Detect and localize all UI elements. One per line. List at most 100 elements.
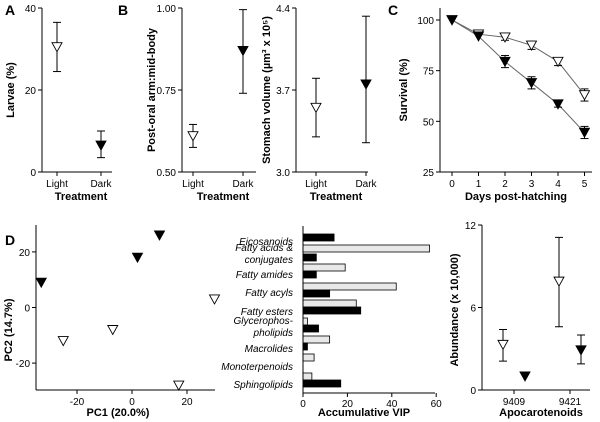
x-tick-label: 2 bbox=[502, 179, 508, 190]
y-tick-label: 0 bbox=[30, 168, 36, 179]
data-point bbox=[525, 40, 538, 52]
x-tick-label: Light bbox=[182, 179, 204, 190]
y-tick-label: 100 bbox=[417, 16, 434, 27]
y-axis-label: Larvae (%) bbox=[5, 62, 17, 118]
category-label: Fatty acids & bbox=[235, 243, 293, 254]
data-point bbox=[552, 99, 564, 110]
category-label: Fatty acyls bbox=[245, 288, 293, 299]
x-tick-label: 9421 bbox=[559, 397, 582, 408]
y-tick-label: 20 bbox=[25, 86, 37, 97]
category-label: Sphingolipids bbox=[234, 380, 294, 391]
data-point bbox=[51, 42, 63, 53]
y-tick-label: 1.00 bbox=[157, 4, 177, 15]
x-tick-label: 0 bbox=[129, 397, 135, 408]
x-axis-label: Treatment bbox=[55, 191, 108, 203]
data-point bbox=[153, 230, 166, 241]
data-point bbox=[187, 131, 199, 142]
series-line bbox=[451, 19, 585, 133]
x-tick-label: 20 bbox=[342, 399, 354, 410]
bar bbox=[302, 306, 362, 315]
x-tick-label: Dark bbox=[90, 179, 112, 190]
category-label: Macrolides bbox=[245, 344, 293, 355]
bar bbox=[302, 270, 317, 279]
data-point bbox=[172, 380, 185, 392]
data-point bbox=[208, 294, 221, 305]
x-axis-label: PC1 (20.0%) bbox=[87, 407, 150, 419]
data-point bbox=[499, 32, 511, 43]
category-label: conjugates bbox=[245, 255, 293, 266]
bar bbox=[302, 263, 346, 272]
bar bbox=[302, 233, 335, 242]
y-axis-label: Stomach volume (µm³ x 10⁵) bbox=[261, 16, 273, 164]
panel-letter: D bbox=[5, 232, 15, 248]
data-point bbox=[499, 56, 511, 68]
category-label: Eicosanoids bbox=[239, 237, 293, 248]
y-tick-label: 50 bbox=[423, 117, 435, 128]
data-point bbox=[95, 140, 107, 152]
y-tick-label: 3.7 bbox=[276, 86, 290, 97]
data-point bbox=[360, 79, 372, 90]
y-axis-label: Abundance (x 10,000) bbox=[449, 253, 461, 366]
panel-letter: B bbox=[118, 2, 128, 18]
bar bbox=[302, 372, 313, 381]
x-tick-label: Light bbox=[305, 179, 327, 190]
x-tick-label: Light bbox=[46, 179, 68, 190]
category-label: Glycerophos- bbox=[234, 316, 294, 327]
data-point bbox=[578, 90, 591, 101]
x-tick-label: -20 bbox=[70, 397, 85, 408]
data-point bbox=[35, 277, 48, 289]
y-tick-label: -20 bbox=[16, 359, 31, 370]
x-tick-label: 4 bbox=[555, 179, 561, 190]
category-label: Fatty esters bbox=[241, 307, 293, 318]
bar bbox=[302, 253, 317, 262]
bar bbox=[302, 244, 430, 253]
y-tick-label: 3.0 bbox=[276, 168, 290, 179]
bar bbox=[302, 379, 342, 388]
data-point bbox=[519, 371, 531, 382]
bar bbox=[302, 282, 397, 291]
category-label: Monoterpenoids bbox=[221, 362, 293, 373]
data-point bbox=[472, 31, 485, 42]
data-point bbox=[552, 56, 564, 68]
y-tick-label: 4.4 bbox=[276, 4, 290, 15]
x-tick-label: 60 bbox=[431, 399, 443, 410]
x-tick-label: 0 bbox=[449, 179, 455, 190]
data-point bbox=[57, 336, 70, 347]
bar bbox=[302, 335, 331, 344]
y-axis-label: Survival (%) bbox=[398, 58, 410, 121]
panel-letter: A bbox=[5, 2, 15, 18]
data-point bbox=[575, 345, 587, 356]
data-point bbox=[446, 15, 458, 26]
x-axis-label: Apocarotenoids bbox=[499, 407, 583, 419]
x-tick-label: 40 bbox=[386, 399, 398, 410]
x-axis-label: Treatment bbox=[310, 191, 363, 203]
data-point bbox=[310, 102, 322, 114]
bar bbox=[302, 342, 308, 351]
x-axis-label: Accumulative VIP bbox=[318, 407, 410, 419]
y-tick-label: 25 bbox=[423, 168, 435, 179]
y-tick-label: 0 bbox=[24, 304, 30, 315]
x-tick-label: 3 bbox=[529, 179, 535, 190]
x-tick-label: 5 bbox=[582, 179, 588, 190]
series-line bbox=[451, 19, 585, 96]
x-tick-label: Dark bbox=[355, 179, 377, 190]
x-axis-label: Treatment bbox=[197, 191, 250, 203]
category-label: pholipids bbox=[253, 328, 293, 339]
y-tick-label: 75 bbox=[423, 67, 435, 78]
x-tick-label: Dark bbox=[232, 179, 254, 190]
bar bbox=[302, 353, 315, 362]
y-tick-label: 20 bbox=[19, 248, 31, 259]
x-tick-label: 20 bbox=[181, 397, 193, 408]
data-point bbox=[497, 339, 509, 351]
bar bbox=[302, 324, 319, 333]
y-tick-label: 0.75 bbox=[157, 86, 177, 97]
x-tick-label: 0 bbox=[300, 399, 306, 410]
x-axis-label: Days post-hatching bbox=[465, 191, 567, 203]
data-point bbox=[525, 78, 538, 89]
y-tick-label: 12 bbox=[465, 221, 477, 232]
y-tick-label: 0.50 bbox=[157, 168, 177, 179]
data-point bbox=[578, 127, 591, 139]
y-tick-label: 6 bbox=[470, 304, 476, 315]
y-tick-label: 40 bbox=[25, 4, 37, 15]
